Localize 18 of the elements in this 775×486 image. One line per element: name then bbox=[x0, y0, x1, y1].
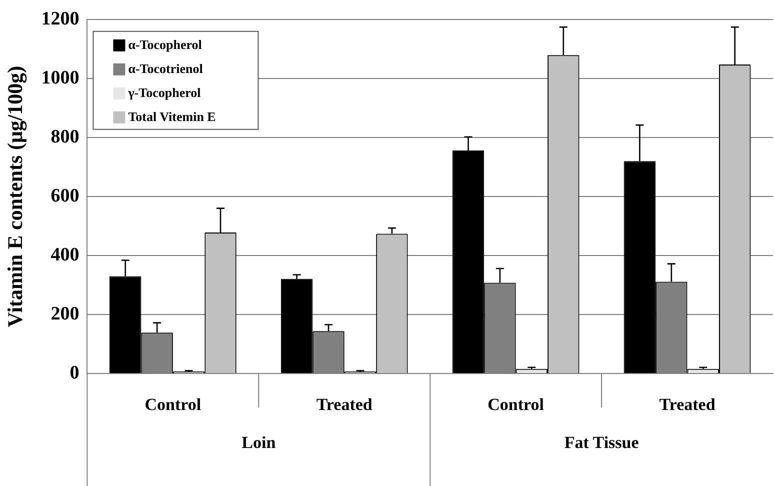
x-tick-label: Control bbox=[488, 395, 544, 414]
legend-label: α-Tocotrienol bbox=[128, 60, 204, 76]
x-tick-label: Treated bbox=[316, 395, 373, 414]
text: Fat Tissue bbox=[564, 432, 640, 452]
y-tick-label: 200 bbox=[50, 303, 80, 324]
y-tick-label: 0 bbox=[70, 362, 80, 384]
y-tick-label: 1000 bbox=[41, 67, 80, 88]
legend-label: γ-Tocopherol bbox=[127, 84, 202, 100]
y-tick-label: 600 bbox=[50, 185, 80, 206]
y-tick-label: 400 bbox=[50, 244, 80, 266]
legend-label: Total Vitemin E bbox=[128, 108, 216, 124]
y-axis-title: Vitamin E contents (μg/100g) bbox=[3, 66, 28, 328]
y-tick-label: 1200 bbox=[41, 8, 80, 30]
x-tick-label: Control bbox=[144, 395, 202, 414]
y-tick-label: 800 bbox=[50, 126, 80, 148]
legend-label: α-Tocopherol bbox=[128, 36, 202, 52]
text: Loin bbox=[242, 432, 276, 452]
x-tick-label: Treated bbox=[659, 395, 716, 414]
